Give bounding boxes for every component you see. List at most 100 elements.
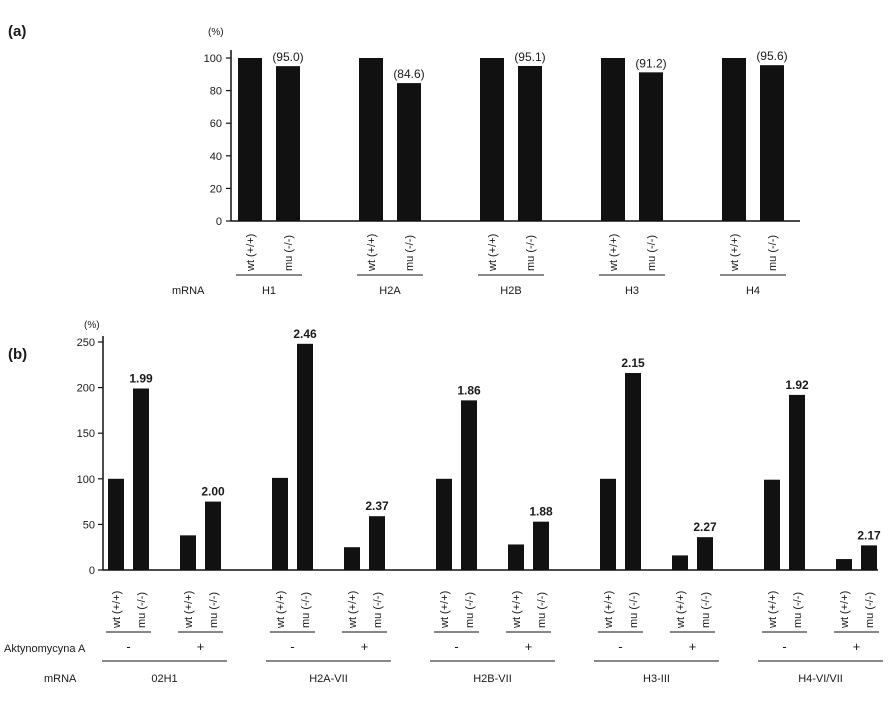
condition-label: wt (+/+) <box>767 591 779 629</box>
treatment-sign: + <box>853 639 861 654</box>
condition-label: mu (-/-) <box>208 592 220 628</box>
condition-label: mu (-/-) <box>536 592 548 628</box>
bar-h2a-vii-minus-wt <box>272 477 288 570</box>
panel-b-chart: (b) (%) 0 50 100 150 200 250 Aktynomycyna A mRNA w… <box>4 320 883 685</box>
condition-label: mu (-/-) <box>300 592 312 628</box>
condition-label: wt (+/+) <box>608 234 620 272</box>
ratio-annotation: (84.6) <box>393 67 424 81</box>
y-tick-label: 20 <box>210 183 222 195</box>
y-tick-label: 0 <box>89 565 95 577</box>
y-tick-label: 250 <box>77 337 95 349</box>
y-tick-label: 150 <box>77 428 95 440</box>
bar-h3-iii-minus-mu <box>625 373 641 570</box>
ratio-annotation: (95.6) <box>756 49 787 63</box>
bar-02h1-plus-wt <box>180 535 196 570</box>
treatment-sign: - <box>618 639 622 654</box>
condition-label: mu (-/-) <box>700 592 712 628</box>
condition-label: wt (+/+) <box>183 591 195 629</box>
bar-h2b-vii-plus-wt <box>508 544 524 570</box>
ratio-annotation: (95.0) <box>272 50 303 64</box>
bar-02h1-minus-mu <box>133 388 149 570</box>
gene-label: H4 <box>746 285 760 297</box>
bar-h1-wt <box>238 58 262 221</box>
ratio-annotation: (95.1) <box>514 50 545 64</box>
condition-label: wt (+/+) <box>275 591 287 629</box>
treatment-sign: - <box>454 639 458 654</box>
bar-h3-iii-plus-wt <box>672 555 688 570</box>
bar-h3-mu <box>639 72 663 222</box>
bar-h2b-vii-minus-wt <box>436 478 452 570</box>
condition-label: wt (+/+) <box>511 591 523 629</box>
ratio-annotation: 1.88 <box>529 505 553 519</box>
gene-label: H2B-VII <box>473 673 512 685</box>
ratio-annotation: 2.27 <box>693 520 717 534</box>
bar-h3-iii-plus-mu <box>697 537 713 570</box>
condition-label: wt (+/+) <box>366 234 378 272</box>
condition-label: mu (-/-) <box>792 592 804 628</box>
mrna-row-label: mRNA <box>172 285 205 297</box>
ratio-annotation: (91.2) <box>635 56 666 70</box>
bar-h4-wt <box>722 58 746 221</box>
condition-label: wt (+/+) <box>675 591 687 629</box>
condition-label: wt (+/+) <box>111 591 123 629</box>
gene-label: H1 <box>262 285 276 297</box>
condition-label: mu (-/-) <box>864 592 876 628</box>
condition-label: wt (+/+) <box>839 591 851 629</box>
y-axis-unit: (%) <box>84 320 100 331</box>
bar-02h1-minus-wt <box>108 478 124 570</box>
condition-label: wt (+/+) <box>347 591 359 629</box>
treatment-row-label: Aktynomycyna A <box>4 643 86 655</box>
gene-label: 02H1 <box>151 673 177 685</box>
bar-h3-wt <box>601 58 625 221</box>
bar-h2b-wt <box>480 58 504 221</box>
condition-label: mu (-/-) <box>283 235 295 271</box>
condition-label: mu (-/-) <box>372 592 384 628</box>
bar-h4-vi-vii-plus-mu <box>861 545 877 570</box>
bar-h4-vi-vii-minus-wt <box>764 479 780 570</box>
treatment-sign: + <box>197 639 205 654</box>
gene-label: H4-VI/VII <box>798 673 843 685</box>
gene-label: H3 <box>625 285 639 297</box>
y-tick-label: 80 <box>210 86 222 98</box>
bar-h3-iii-minus-wt <box>600 478 616 570</box>
treatment-sign: - <box>290 639 294 654</box>
bar-h2b-vii-plus-mu <box>533 521 549 570</box>
bar-h1-mu <box>276 66 300 222</box>
treatment-sign: - <box>782 639 786 654</box>
condition-label: wt (+/+) <box>487 234 499 272</box>
y-axis-unit: (%) <box>208 27 224 38</box>
bar-h2b-vii-minus-mu <box>461 400 477 570</box>
gene-label: H2A-VII <box>309 673 348 685</box>
treatment-sign: + <box>525 639 533 654</box>
bar-h2a-vii-minus-mu <box>297 343 313 570</box>
condition-label: mu (-/-) <box>404 235 416 271</box>
ratio-annotation: 2.37 <box>365 499 389 513</box>
ratio-annotation: 1.99 <box>129 372 153 386</box>
condition-label: wt (+/+) <box>439 591 451 629</box>
treatment-sign: + <box>361 639 369 654</box>
y-tick-label: 60 <box>210 118 222 130</box>
bar-h4-vi-vii-plus-wt <box>836 559 852 570</box>
bar-h2b-mu <box>518 65 542 221</box>
condition-label: mu (-/-) <box>628 592 640 628</box>
panel-a-chart: (a) (%) 0 20 40 60 80 100 mRNA wt (+/+) mu (-/-) (9… <box>8 23 800 297</box>
condition-label: mu (-/-) <box>136 592 148 628</box>
panel-a-label: (a) <box>8 23 26 40</box>
y-tick-label: 200 <box>77 383 95 395</box>
gene-label: H2A <box>379 285 401 297</box>
bar-h4-vi-vii-minus-mu <box>789 394 805 570</box>
ratio-annotation: 2.15 <box>621 356 645 370</box>
condition-label: mu (-/-) <box>525 235 537 271</box>
y-tick-label: 100 <box>204 53 222 65</box>
condition-label: wt (+/+) <box>245 234 257 272</box>
panel-b-label: (b) <box>8 346 27 363</box>
ratio-annotation: 2.00 <box>201 485 225 499</box>
condition-label: mu (-/-) <box>767 235 779 271</box>
bar-h2a-wt <box>359 58 383 221</box>
ratio-annotation: 1.92 <box>785 378 809 392</box>
ratio-annotation: 1.86 <box>457 383 481 397</box>
bar-02h1-plus-mu <box>205 501 221 570</box>
gene-label: H3-III <box>643 673 670 685</box>
bar-h2a-vii-plus-mu <box>369 516 385 570</box>
treatment-sign: - <box>126 639 130 654</box>
